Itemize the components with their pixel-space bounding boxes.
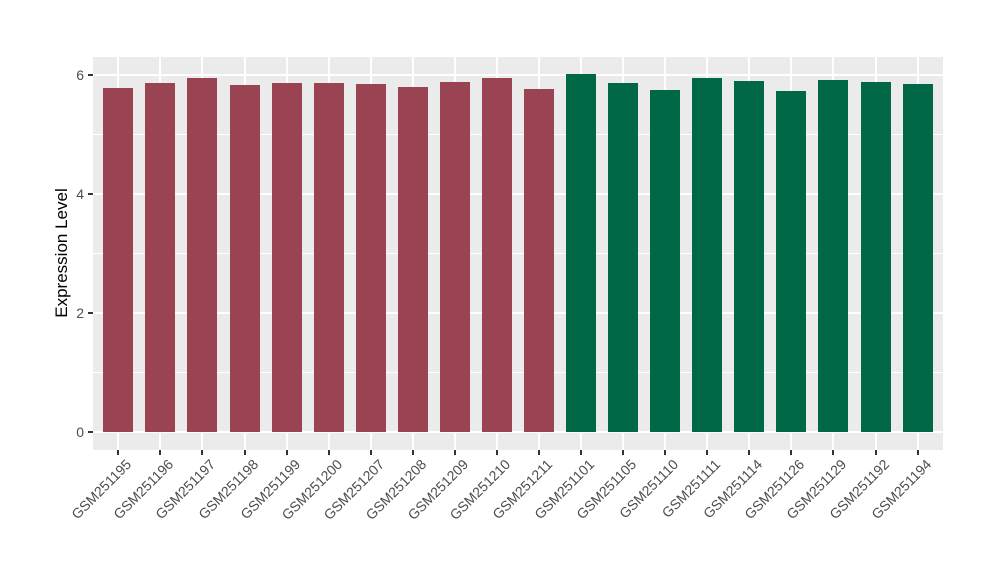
bar-GSM251208 [397,86,428,432]
bar-GSM251196 [145,82,176,432]
gridline-minor-h [93,372,943,374]
y-tick-mark [88,193,93,196]
x-tick-mark [201,450,204,455]
gridline-major-h [93,74,943,77]
plot-panel [93,57,943,450]
y-tick-label: 6 [76,67,84,84]
gridline-major-h [93,193,943,196]
bar-GSM251110 [650,89,681,432]
x-tick-mark [832,450,835,455]
y-tick-mark [88,312,93,315]
bar-GSM251101 [566,74,597,432]
x-tick-mark [664,450,667,455]
bar-GSM251198 [229,84,260,432]
bar-GSM251211 [524,89,554,432]
gridline-minor-h [93,134,943,136]
bar-GSM251194 [902,83,933,432]
x-tick-mark [495,450,498,455]
bar-GSM251192 [860,82,891,432]
x-tick-mark [580,450,583,455]
y-tick-mark [88,74,93,77]
gridline-major-h [93,431,943,433]
bar-GSM251210 [481,77,512,432]
bar-GSM251200 [313,82,344,432]
bar-GSM251111 [692,78,723,432]
bar-GSM251207 [355,84,386,432]
x-tick-mark [790,450,793,455]
x-tick-mark [538,450,540,455]
y-tick-label: 4 [76,186,84,203]
bar-GSM251209 [439,82,470,432]
x-tick-mark [706,450,709,455]
x-tick-mark [327,450,330,455]
x-tick-mark [748,450,751,455]
y-tick-label: 2 [76,305,84,322]
bar-GSM251197 [187,78,218,432]
bar-GSM251199 [271,83,302,432]
x-tick-mark [243,450,246,455]
x-tick-mark [117,450,120,455]
x-tick-mark [622,450,625,455]
x-tick-mark [285,450,288,455]
x-tick-mark [874,450,877,455]
y-tick-label: 0 [76,424,84,440]
y-tick-mark [88,431,93,433]
bar-GSM251114 [734,80,765,432]
bar-GSM251126 [776,90,807,432]
x-tick-mark [369,450,372,455]
bar-GSM251195 [103,87,134,432]
x-tick-mark [916,450,919,455]
bar-GSM251105 [608,82,639,432]
x-tick-mark [411,450,414,455]
x-tick-mark [159,450,162,455]
gridline-minor-h [93,253,943,255]
x-tick-mark [453,450,456,455]
bar-GSM251129 [818,80,849,432]
y-axis-title: Expression Level [52,188,71,318]
gridline-major-h [93,312,943,315]
